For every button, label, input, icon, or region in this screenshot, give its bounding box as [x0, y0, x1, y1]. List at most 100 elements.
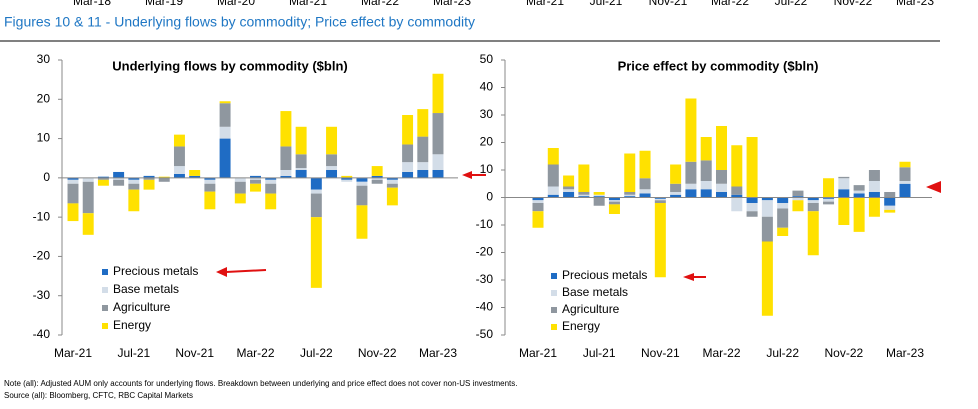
bar-segment [884, 205, 896, 210]
bar-segment [608, 201, 620, 205]
bar-segment [838, 197, 850, 225]
bar-segment [386, 177, 398, 180]
x-tick-label: Mar-23 [886, 346, 924, 360]
bar-segment [532, 203, 544, 212]
bar-segment [761, 241, 773, 316]
bar-segment [715, 126, 728, 170]
bar-segment [715, 192, 728, 198]
bar-segment [777, 203, 789, 209]
bar-segment [731, 197, 743, 212]
bar-segment [547, 164, 559, 187]
bar-segment [128, 179, 140, 184]
bar-segment [189, 175, 201, 178]
top-label: Mar-19 [145, 0, 183, 8]
legend-label: Agriculture [562, 302, 620, 316]
top-label: Nov-22 [834, 0, 873, 8]
bar-segment [547, 194, 559, 198]
bar-segment [204, 177, 216, 180]
bar-segment [371, 166, 383, 176]
bar-segment [777, 227, 789, 236]
bar-segment [777, 208, 789, 228]
bar-segment [823, 178, 835, 198]
y-tick-label: -10 [33, 209, 51, 223]
top-label: Mar-21 [526, 0, 564, 8]
bar-segment [128, 177, 140, 180]
bar-segment [700, 137, 712, 161]
bar-segment [265, 179, 277, 184]
x-tick-label: Mar-22 [702, 346, 740, 360]
legend-label: Base metals [113, 282, 179, 296]
bar-segment [204, 191, 216, 210]
bar-segment [761, 200, 773, 217]
y-tick-label: 0 [486, 190, 493, 204]
bar-segment [593, 192, 605, 195]
chart-title: Underlying flows by commodity ($bln) [112, 58, 347, 73]
bar-segment [265, 193, 277, 210]
header-title: Figures 10 & 11 - Underlying flows by co… [4, 14, 475, 30]
bar-segment [386, 183, 398, 188]
bar-segment [578, 192, 590, 195]
bar-segment [295, 154, 307, 169]
bar-segment [356, 181, 368, 186]
bar-segment [715, 183, 728, 192]
bar-segment [532, 211, 544, 228]
bar-segment [685, 98, 697, 162]
y-tick-label: 50 [480, 52, 494, 66]
bar-segment [746, 211, 758, 217]
y-tick-label: -40 [33, 327, 51, 341]
bar-segment [432, 154, 444, 170]
bar-segment [341, 177, 353, 180]
top-label: Mar-20 [217, 0, 255, 8]
y-tick-label: 30 [37, 52, 51, 66]
bar-segment [624, 194, 636, 197]
bar-segment [158, 176, 170, 178]
bar-segment [371, 175, 383, 178]
bar-segment [563, 175, 575, 187]
bar-segment [310, 193, 322, 218]
bar-segment [899, 161, 911, 168]
y-tick-label: -10 [476, 217, 494, 231]
bar-segment [97, 177, 109, 180]
bar-segment [341, 175, 353, 178]
top-label: Mar-21 [289, 0, 327, 8]
bar-segment [731, 194, 743, 198]
bar-segment [417, 162, 429, 170]
bar-segment [823, 197, 835, 199]
bar-segment [654, 200, 666, 203]
x-tick-label: Jul-21 [117, 346, 150, 360]
bar-segment [128, 189, 140, 212]
x-tick-label: Jul-22 [300, 346, 333, 360]
bar-segment [295, 126, 307, 155]
bar-segment [868, 170, 880, 181]
bar-segment [868, 197, 880, 217]
legend-label: Energy [113, 318, 151, 332]
bar-segment [432, 170, 444, 178]
bar-segment [143, 175, 155, 178]
bar-segment [250, 183, 261, 192]
x-tick-label: Mar-22 [236, 346, 274, 360]
bar-segment [838, 178, 850, 190]
bar-segment [654, 197, 666, 199]
top-label: Mar-22 [711, 0, 749, 8]
legend-swatch [551, 307, 557, 313]
bar-segment [280, 175, 292, 178]
bar-segment [67, 183, 79, 204]
y-tick-label: 20 [37, 91, 51, 105]
bar-segment [563, 186, 575, 190]
x-tick-label: Mar-21 [54, 346, 92, 360]
bar-segment [746, 203, 758, 212]
bar-segment [532, 197, 544, 201]
bar-segment [838, 189, 850, 198]
bar-segment [310, 189, 322, 194]
bar-segment [265, 177, 277, 180]
bar-segment [731, 186, 743, 195]
bar-segment [807, 197, 819, 201]
bar-segment [234, 193, 246, 204]
bar-segment [853, 190, 865, 194]
bar-segment [899, 167, 911, 181]
bar-segment [899, 183, 911, 198]
top-label: Jul-22 [775, 0, 808, 8]
y-tick-label: 30 [480, 107, 494, 121]
top-label: Mar-23 [896, 0, 934, 8]
bar-segment [639, 150, 651, 179]
